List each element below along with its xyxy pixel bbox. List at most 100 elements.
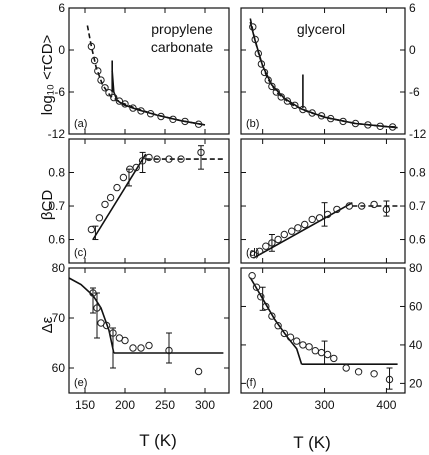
data-point bbox=[286, 333, 295, 341]
data-point bbox=[248, 272, 256, 280]
y-tick-label: 0.8 bbox=[409, 166, 426, 180]
data-point bbox=[327, 114, 335, 123]
x-axis-label-left: T (K) bbox=[139, 431, 176, 450]
y-axis-label-delta-eps: Δε bbox=[39, 316, 56, 333]
panel-annotation: glycerol bbox=[297, 21, 345, 37]
data-point bbox=[323, 210, 332, 219]
y-tick-label: 80 bbox=[52, 261, 66, 275]
panel-annotation: propylene bbox=[151, 21, 213, 37]
data-point bbox=[262, 242, 270, 250]
data-point bbox=[317, 112, 326, 120]
data-point bbox=[311, 347, 319, 355]
y-tick-label: 80 bbox=[409, 261, 423, 275]
data-point bbox=[330, 354, 338, 363]
data-point bbox=[90, 56, 99, 65]
data-point bbox=[87, 225, 96, 234]
y-tick-label: -12 bbox=[48, 127, 66, 141]
data-point bbox=[323, 350, 332, 359]
data-point bbox=[249, 250, 258, 259]
fit-curve-solid bbox=[92, 153, 147, 240]
y-tick-label: 6 bbox=[58, 1, 65, 15]
data-point bbox=[102, 321, 111, 330]
data-point bbox=[257, 60, 266, 68]
fit-curve-solid bbox=[249, 21, 398, 129]
data-point bbox=[260, 68, 269, 77]
data-point bbox=[354, 368, 363, 376]
y-tick-label: 0.6 bbox=[409, 233, 426, 247]
data-point bbox=[376, 122, 384, 131]
data-point bbox=[121, 336, 129, 345]
panel-frame bbox=[240, 7, 406, 135]
data-point bbox=[255, 247, 264, 256]
data-point bbox=[299, 341, 307, 349]
fit-curve-solid bbox=[249, 277, 303, 365]
data-point bbox=[264, 76, 272, 84]
x-tick-label: 250 bbox=[155, 398, 175, 412]
data-point bbox=[388, 123, 397, 131]
panel-a: -12 -6 0 6 (a) propylene carbonate bbox=[48, 1, 230, 141]
data-point bbox=[110, 93, 118, 102]
data-point bbox=[358, 202, 366, 210]
data-point bbox=[194, 367, 203, 376]
y-tick-label: 70 bbox=[52, 311, 66, 325]
fit-curve-solid bbox=[253, 202, 353, 259]
data-point bbox=[345, 202, 353, 210]
panel-label: (d) bbox=[246, 247, 259, 259]
y-tick-label: 60 bbox=[409, 299, 423, 313]
x-tick-label: 200 bbox=[253, 398, 273, 412]
y-tick-label: 0.7 bbox=[409, 199, 426, 213]
data-point bbox=[105, 89, 113, 97]
x-tick-label: 300 bbox=[195, 398, 215, 412]
data-point bbox=[109, 329, 117, 337]
y-tick-label: 0 bbox=[409, 43, 416, 57]
y-tick-label: 20 bbox=[409, 376, 423, 390]
data-point bbox=[87, 42, 96, 51]
y-tick-label: -12 bbox=[409, 127, 427, 141]
panel-label: (b) bbox=[246, 118, 259, 130]
data-point bbox=[333, 205, 341, 214]
data-point bbox=[146, 110, 155, 118]
data-point bbox=[252, 283, 261, 291]
y-tick-label: 0.6 bbox=[48, 233, 65, 247]
data-point bbox=[272, 88, 280, 96]
data-point bbox=[94, 67, 102, 75]
data-point bbox=[370, 370, 378, 378]
data-point bbox=[315, 214, 324, 222]
data-point bbox=[277, 93, 285, 101]
fit-curve-solid bbox=[111, 70, 206, 126]
data-point bbox=[177, 155, 185, 163]
y-tick-label: -6 bbox=[54, 85, 65, 99]
data-point bbox=[132, 163, 140, 172]
x-tick-label: 300 bbox=[315, 398, 335, 412]
data-point bbox=[137, 107, 145, 115]
panel-b: -12 -6 0 6 (b) glycerol bbox=[240, 1, 427, 141]
data-point bbox=[268, 239, 276, 247]
data-point bbox=[283, 97, 292, 105]
data-point bbox=[129, 344, 137, 352]
panel-frame bbox=[68, 138, 230, 264]
data-point bbox=[157, 112, 165, 121]
data-point bbox=[254, 49, 262, 58]
data-point bbox=[137, 344, 145, 352]
data-point bbox=[370, 200, 378, 209]
panel-label: (a) bbox=[74, 118, 87, 130]
panel-label: (e) bbox=[74, 377, 87, 389]
data-point bbox=[119, 173, 128, 182]
data-point bbox=[95, 214, 104, 222]
x-axis-label-right: T (K) bbox=[293, 433, 330, 452]
data-point bbox=[299, 105, 307, 114]
x-tick-label: 150 bbox=[75, 398, 95, 412]
data-point bbox=[364, 121, 372, 129]
data-point bbox=[262, 302, 270, 311]
data-point bbox=[268, 312, 276, 320]
data-point bbox=[113, 183, 121, 192]
data-point bbox=[274, 235, 282, 244]
data-point bbox=[145, 153, 153, 162]
data-point bbox=[138, 157, 147, 165]
panel-label: (f) bbox=[246, 377, 256, 389]
data-point bbox=[257, 293, 265, 301]
data-point bbox=[181, 117, 189, 126]
data-point bbox=[197, 148, 205, 157]
data-point bbox=[169, 115, 177, 124]
data-point bbox=[145, 341, 153, 350]
